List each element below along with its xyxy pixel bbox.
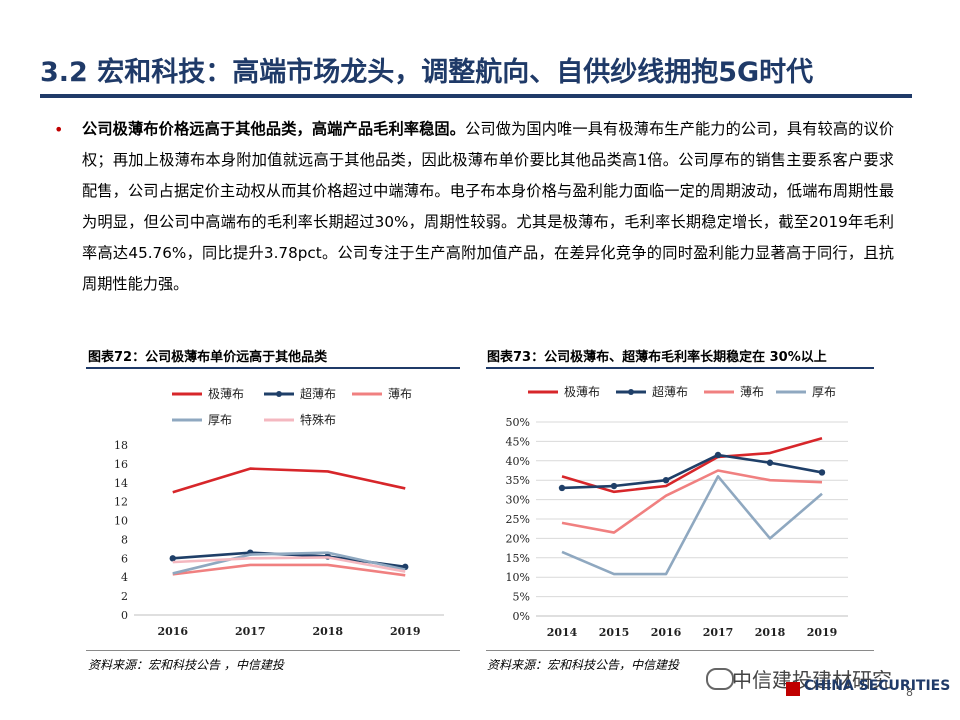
figure-73-label: 图表73：: [487, 350, 545, 365]
china-securities-logo: CHINA SECURITIES: [804, 678, 951, 694]
x-tick-label-0: 2014: [547, 626, 578, 639]
series-line-2: [172, 563, 406, 577]
figure-73-bottom-rule: [486, 650, 874, 651]
figure-73-title: 公司极薄布、超薄布毛利率长期稳定在 30%以上: [544, 350, 827, 365]
series-1-point-5: [818, 469, 826, 476]
y-tick-label-9: 18: [114, 439, 128, 452]
y-tick-label-1: 2: [121, 590, 128, 603]
figure-73-rule: [486, 367, 874, 369]
watermark-text: 中信建投建材研究: [732, 668, 892, 692]
legend-label-1: 超薄布: [300, 386, 336, 401]
legend-label-0: 极薄布: [208, 386, 244, 401]
y-tick-label-2: 10%: [506, 571, 530, 584]
y-tick-label-9: 45%: [506, 435, 530, 448]
y-tick-label-5: 25%: [506, 513, 530, 526]
x-tick-label-1: 2017: [235, 625, 266, 638]
series-1-point-3: [714, 451, 722, 459]
series-line-0: [172, 467, 406, 494]
series-1-point-1: [610, 482, 618, 490]
legend-label-2: 薄布: [388, 386, 412, 401]
y-tick-label-10: 50%: [506, 416, 530, 429]
legend-label-3: 厚布: [812, 385, 836, 399]
x-tick-label-5: 2019: [807, 626, 838, 639]
legend-marker-1: [628, 389, 634, 395]
y-tick-label-6: 12: [114, 496, 128, 509]
figure-72-rule: [86, 367, 460, 369]
series-line-2: [561, 469, 823, 534]
bullet-icon: •: [54, 120, 64, 139]
legend-label-2: 薄布: [740, 384, 764, 399]
figure-72-title: 公司极薄布单价远高于其他品类: [145, 350, 328, 365]
y-tick-label-3: 6: [121, 552, 128, 565]
figure-72-heading: 图表72：公司极薄布单价远高于其他品类: [88, 346, 327, 365]
body-paragraph: 公司极薄布价格远高于其他品类，高端产品毛利率稳固。公司做为国内唯一具有极薄布生产…: [82, 114, 894, 300]
figure-72-bottom-rule: [86, 650, 460, 651]
figure-73-heading: 图表73：公司极薄布、超薄布毛利率长期稳定在 30%以上: [487, 346, 827, 365]
series-1-point-4: [766, 459, 774, 466]
y-tick-label-3: 15%: [506, 552, 530, 565]
legend-marker-1: [276, 391, 282, 397]
figure-73-source: 资料来源：宏和科技公告，中信建投: [487, 658, 680, 672]
y-tick-label-1: 5%: [513, 591, 530, 604]
wechat-icon: [706, 668, 734, 690]
x-tick-label-2: 2018: [312, 625, 343, 638]
series-line-4: [172, 556, 406, 573]
y-tick-label-0: 0: [121, 609, 128, 622]
x-tick-label-2: 2016: [651, 626, 682, 639]
series-1-point-2: [662, 477, 670, 484]
series-line-3: [561, 475, 823, 576]
legend-label-4: 特殊布: [300, 412, 336, 427]
figure-72-source: 资料来源：宏和科技公告 ，中信建投: [88, 658, 284, 672]
y-tick-label-8: 16: [114, 458, 128, 471]
x-tick-label-1: 2015: [599, 626, 630, 639]
y-tick-label-2: 4: [121, 571, 128, 584]
x-tick-label-3: 2019: [390, 625, 421, 638]
paragraph-text: 公司做为国内唯一具有极薄布生产能力的公司，具有较高的议价权；再加上极薄布本身附加…: [82, 120, 895, 293]
legend-label-1: 超薄布: [652, 384, 688, 399]
y-tick-label-8: 40%: [506, 455, 530, 468]
y-tick-label-5: 10: [114, 515, 128, 528]
legend-label-0: 极薄布: [564, 384, 600, 399]
x-tick-label-4: 2018: [755, 626, 786, 639]
series-1-point-0: [169, 555, 176, 562]
page-number: 8: [906, 686, 913, 699]
figure-72-label: 图表72：: [88, 350, 146, 365]
paragraph-lead: 公司极薄布价格远高于其他品类，高端产品毛利率稳固。: [82, 120, 466, 138]
china-securities-logo-icon: [786, 682, 800, 696]
chart-gross-margin: 极薄布 超薄布 薄布 厚布 0% 5% 10% 15% 20% 25% 30% 35% 40% 45% 50…: [506, 384, 848, 639]
page-title: 3.2 宏和科技：高端市场龙头，调整航向、自供纱线拥抱5G时代: [40, 57, 814, 88]
y-tick-label-0: 0%: [513, 610, 530, 623]
y-tick-label-4: 20%: [506, 532, 530, 545]
x-tick-label-3: 2017: [703, 626, 734, 639]
title-rule: [40, 94, 912, 98]
y-tick-label-7: 14: [114, 477, 128, 490]
series-line-0: [561, 437, 823, 494]
series-line-1: [561, 453, 823, 490]
y-tick-label-7: 35%: [506, 474, 530, 487]
y-tick-label-6: 30%: [506, 494, 530, 507]
series-line-3: [172, 551, 406, 575]
y-tick-label-4: 8: [121, 533, 128, 546]
x-tick-label-0: 2016: [157, 625, 188, 638]
series-1-point-0: [558, 484, 566, 492]
legend-label-3: 厚布: [208, 413, 232, 427]
